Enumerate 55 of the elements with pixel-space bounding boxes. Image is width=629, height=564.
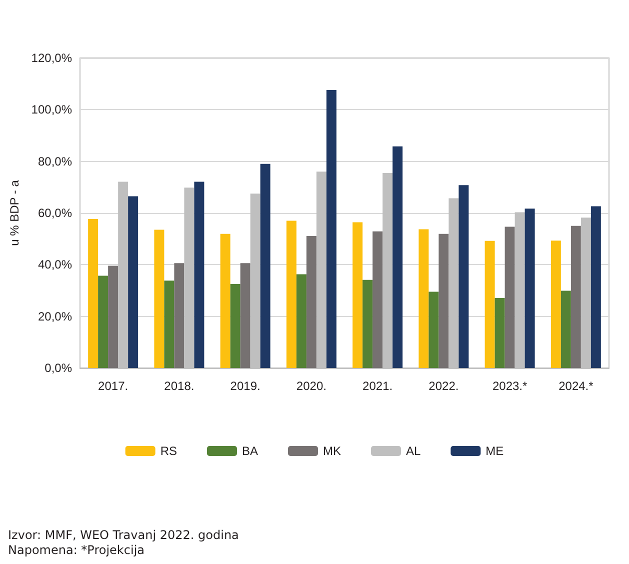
y-tick-label: 0,0%: [44, 361, 72, 375]
bar: [326, 90, 336, 368]
y-tick-label: 40,0%: [38, 258, 72, 272]
bar: [164, 280, 174, 368]
bar: [550, 240, 561, 368]
text: Izvor: MMF, WEO Travanj 2022. godina: [8, 528, 239, 543]
bar: [428, 292, 439, 368]
bar: [128, 196, 138, 368]
bar: [88, 218, 98, 368]
bar: [108, 266, 118, 368]
bar: [392, 146, 403, 368]
bar: [154, 230, 164, 368]
x-tick-label: 2023.*: [492, 379, 528, 393]
x-tick-label: 2024.*: [558, 379, 594, 393]
bar: [590, 206, 601, 368]
bar: [524, 208, 535, 368]
legend-label: AL: [406, 444, 422, 458]
bar: [362, 280, 373, 368]
bar: [230, 284, 240, 368]
y-axis-title: u % BDP - a: [7, 180, 22, 246]
x-tick-label: 2020.: [296, 379, 326, 393]
bar: [306, 236, 316, 368]
x-tick-label: 2017.: [98, 379, 128, 393]
text: Napomena: *Projekcija: [8, 543, 146, 558]
bar: [296, 274, 306, 368]
bar: [174, 263, 184, 368]
bar: [286, 220, 296, 368]
y-tick-label: 20,0%: [38, 309, 72, 324]
legend-label: ME: [486, 444, 504, 458]
bar: [372, 231, 383, 368]
y-tick-label: 100,0%: [31, 102, 72, 117]
bar: [352, 222, 363, 368]
bar: [560, 290, 571, 368]
bar: [570, 226, 581, 368]
y-tick-label: 120,0%: [31, 51, 72, 65]
bar: [98, 276, 108, 368]
bar: [438, 234, 449, 368]
bar: [220, 234, 230, 368]
bar: [194, 182, 204, 368]
x-tick-label: 2019.: [230, 379, 260, 393]
bar: [418, 229, 429, 368]
bar: [458, 185, 469, 368]
y-tick-label: 60,0%: [38, 206, 72, 220]
bar: [504, 226, 515, 368]
y-tick-label: 80,0%: [38, 154, 72, 168]
x-tick-label: 2022.: [428, 379, 459, 393]
x-tick-label: 2021.: [362, 379, 393, 393]
bar: [484, 240, 495, 368]
bar: [240, 263, 250, 368]
x-tick-label: 2018.: [164, 379, 194, 393]
legend-label: RS: [160, 444, 177, 458]
legend-label: MK: [323, 444, 341, 458]
bar: [494, 298, 505, 368]
bar: [260, 164, 270, 368]
legend-label: BA: [242, 444, 258, 458]
